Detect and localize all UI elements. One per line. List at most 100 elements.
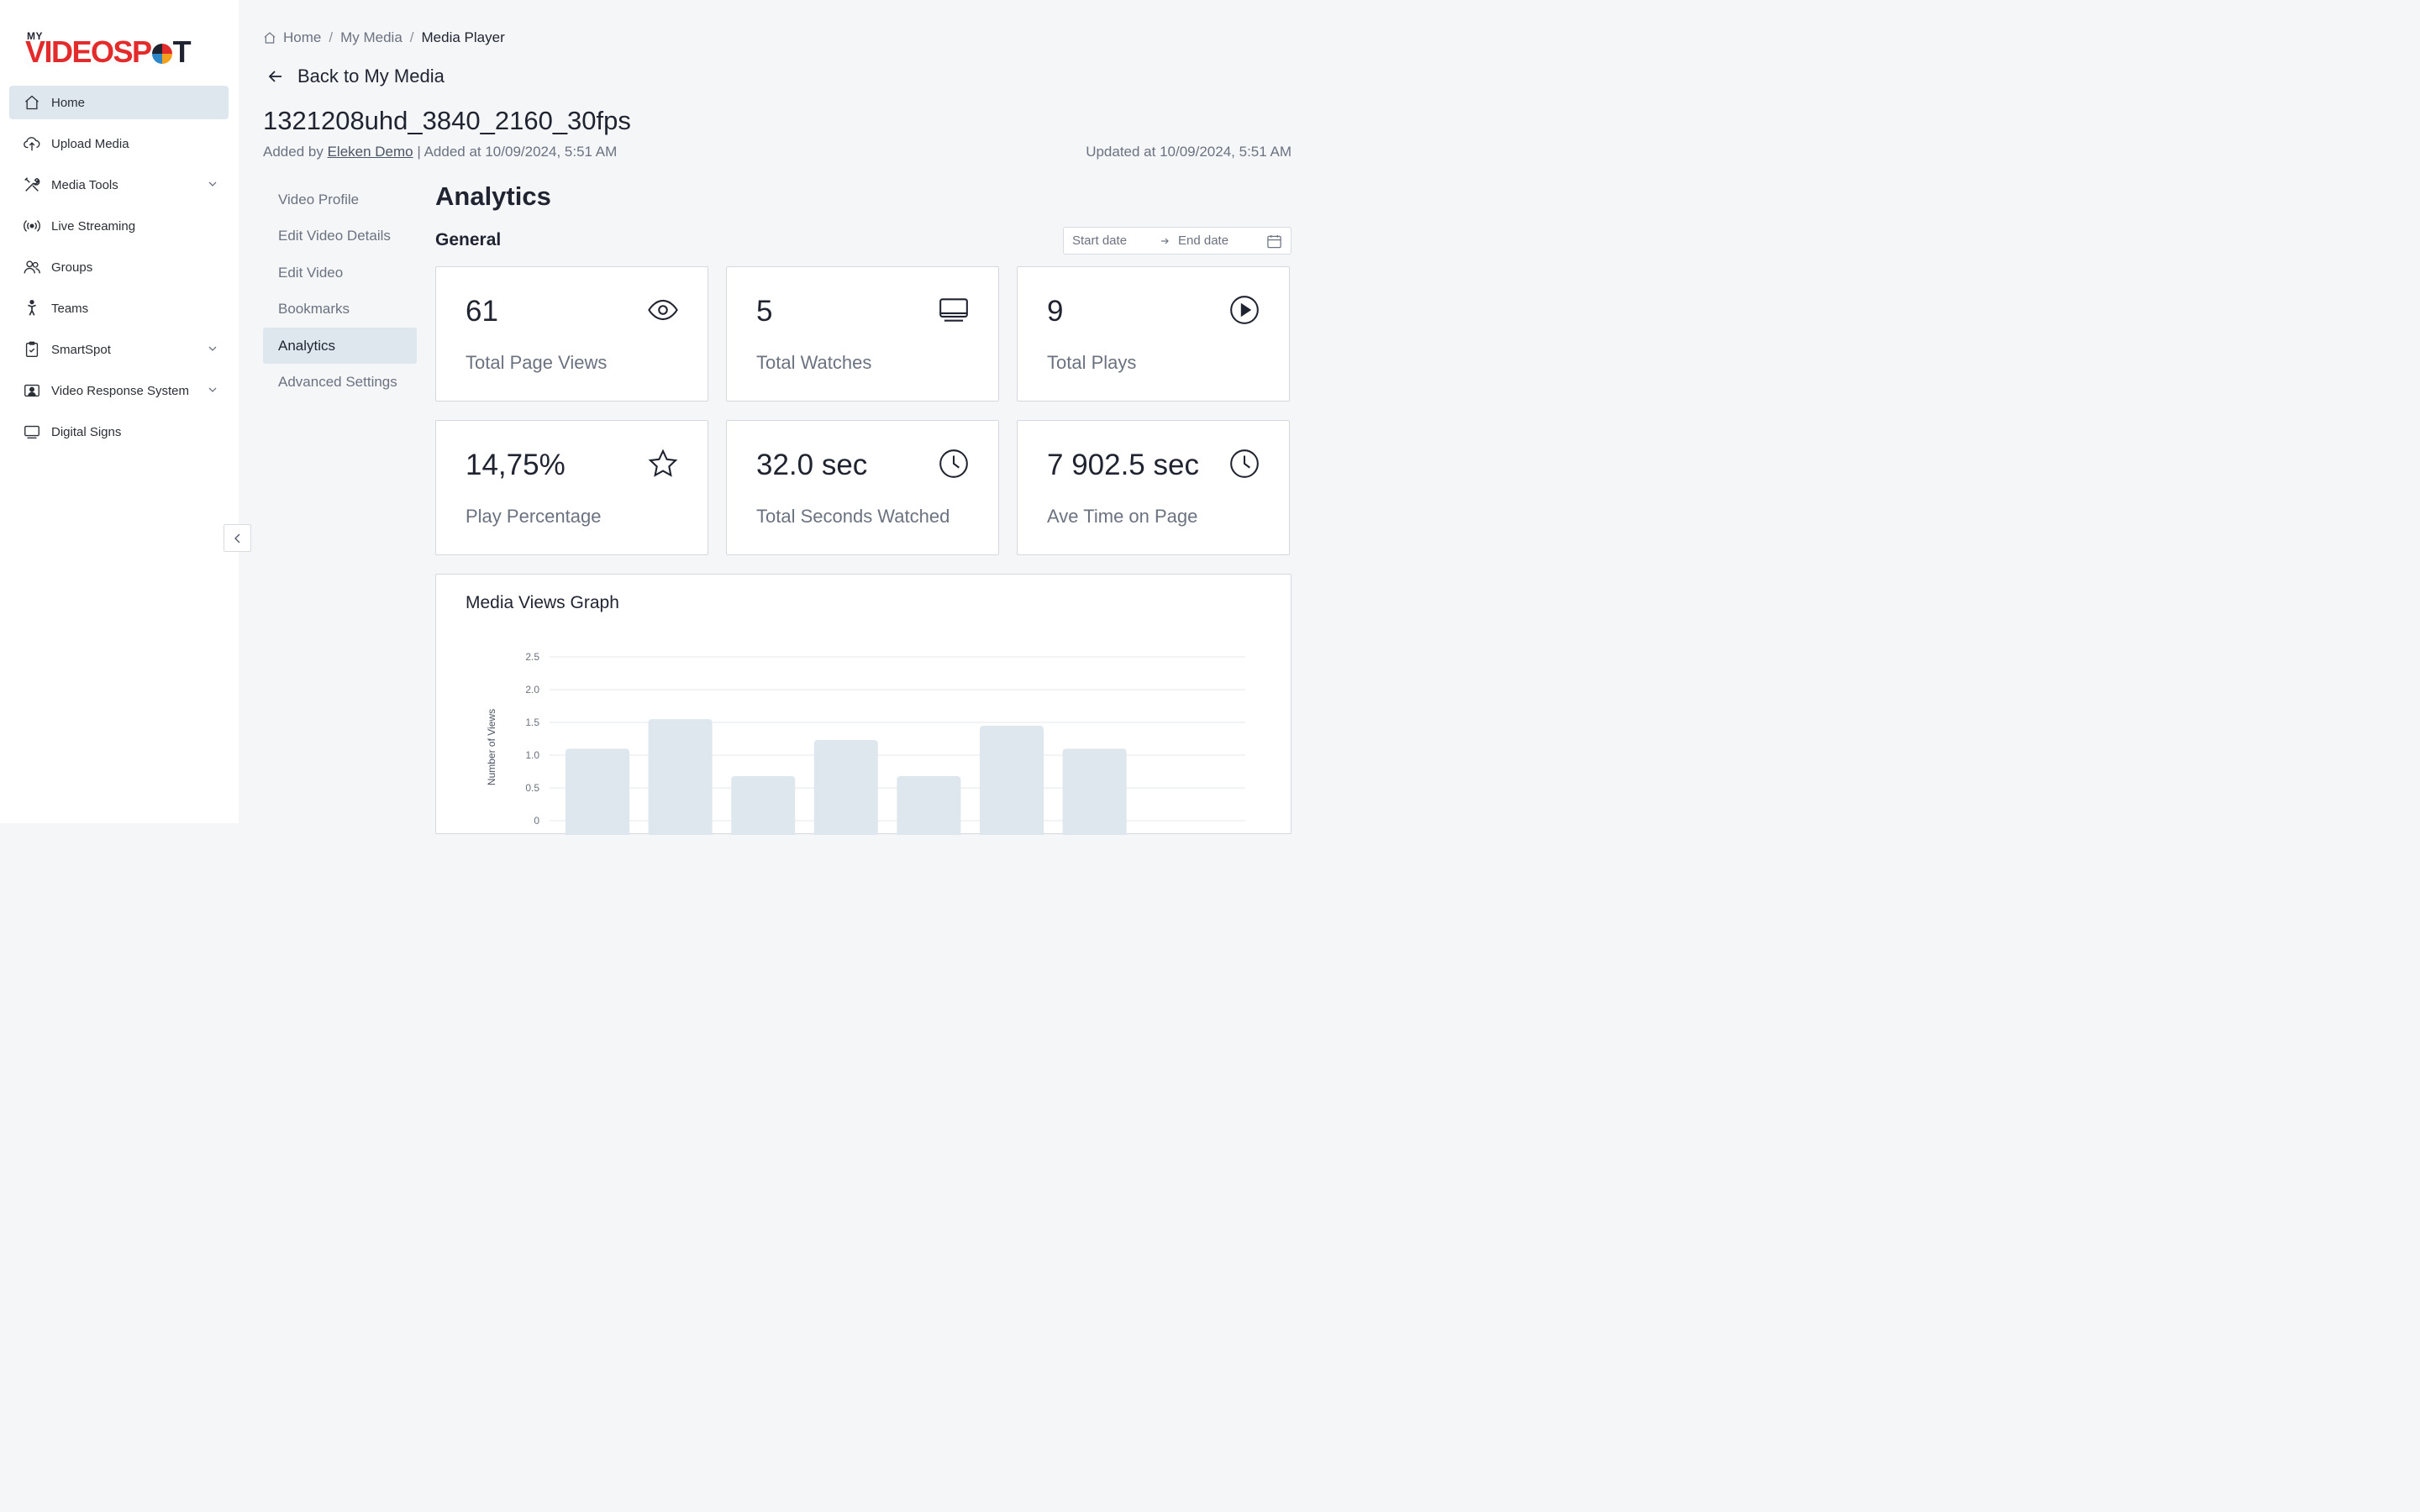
logo-text: VIDEOSP [25,34,152,69]
chart-bar[interactable] [566,748,629,835]
sidebar-item-label: SmartSpot [51,342,111,357]
back-to-my-media-link[interactable]: Back to My Media [267,64,445,89]
stat-label: Total Page Views [466,352,608,373]
chevron-down-icon [207,178,218,190]
breadcrumb-separator: / [409,29,414,45]
breadcrumb-separator: / [329,29,334,45]
tab-analytics[interactable]: Analytics [263,328,417,365]
page-title: 1321208uhd_3840_2160_30fps [263,106,631,135]
sidebar-item-label: Live Streaming [51,218,136,234]
play-circle-icon [1228,294,1260,326]
logo-text-end: T [172,34,192,69]
logo-globe-icon [151,44,172,64]
stat-label: Total Plays [1047,352,1137,373]
home-icon[interactable] [263,31,276,45]
arrow-left-icon [267,68,284,85]
y-axis-label: Number of Views [486,709,497,785]
chart-bar[interactable] [980,725,1044,835]
broadcast-icon [23,217,41,235]
monitor-icon [23,423,41,441]
stat-value: 61 [466,295,498,328]
tab-bookmarks[interactable]: Bookmarks [278,301,350,318]
sidebar-item-label: Groups [51,260,93,275]
sidebar-item-media-tools[interactable]: Media Tools [9,168,229,202]
stat-value: 7 902.5 sec [1047,449,1199,481]
sidebar-item-label: Video Response System [51,383,189,398]
media-views-graph-card: Media Views Graph 0 0.5 1.0 1.5 2.0 2.5 Number… [435,574,1292,835]
video-user-icon [23,381,41,400]
tab-edit-video[interactable]: Edit Video [278,264,344,281]
general-title: General [435,230,502,249]
chevron-down-icon [207,384,218,396]
sidebar-item-teams[interactable]: Teams [9,291,229,325]
chart-bar[interactable] [1062,748,1127,835]
author-link[interactable]: Eleken Demo [327,144,413,160]
calendar-icon[interactable] [1266,234,1282,253]
breadcrumb: Home / My Media / Media Player [263,29,505,47]
monitor-icon [938,294,970,326]
stat-card-play-percentage: 14,75% Play Percentage [435,420,708,555]
start-date-input[interactable]: Start date [1072,234,1128,248]
graph-title: Media Views Graph [466,593,619,612]
stat-label: Play Percentage [466,506,602,527]
sidebar-item-label: Media Tools [51,177,118,192]
tab-video-profile[interactable]: Video Profile [278,191,360,207]
eye-icon [647,294,679,326]
breadcrumb-current: Media Player [421,29,505,45]
chart-bar[interactable] [897,775,961,835]
clipboard-icon [23,340,41,359]
users-icon [23,258,41,276]
sidebar-item-upload-media[interactable]: Upload Media [9,127,229,160]
stat-value: 5 [756,295,773,328]
added-by-prefix: Added by [263,144,324,160]
sidebar-item-home[interactable]: Home [9,86,229,119]
chevron-down-icon [207,343,218,354]
sidebar-item-smartspot[interactable]: SmartSpot [9,333,229,366]
stat-value: 9 [1047,295,1064,328]
stat-card-seconds-watched: 32.0 sec Total Seconds Watched [726,420,999,555]
video-subnav: Video Profile Edit Video Details Edit Vi… [263,181,417,402]
app-logo[interactable]: MY VIDEOSP T [25,25,218,72]
sidebar-item-live-streaming[interactable]: Live Streaming [9,209,229,243]
arrow-right-icon [1155,236,1175,246]
y-tick-label: 2.0 [525,684,539,696]
sidebar-item-video-response-system[interactable]: Video Response System [9,374,229,407]
sidebar: MY VIDEOSP T Home Upload Media Media Tool… [0,0,239,823]
chart-bar[interactable] [731,775,796,835]
sidebar-item-label: Home [51,95,86,110]
person-icon [23,299,41,318]
stat-label: Total Seconds Watched [756,506,950,527]
updated-at: Updated at 10/09/2024, 5:51 AM [1086,144,1292,160]
tools-icon [23,176,41,194]
analytics-title: Analytics [435,181,551,211]
breadcrumb-home[interactable]: Home [283,29,322,45]
date-range-picker[interactable]: Start date End date [1063,227,1292,255]
y-tick-label: 1.5 [525,717,539,728]
chart-bar[interactable] [813,740,878,835]
stat-card-plays: 9 Total Plays [1017,266,1290,402]
end-date-input[interactable]: End date [1178,234,1229,248]
sidebar-item-digital-signs[interactable]: Digital Signs [9,415,229,449]
stat-label: Ave Time on Page [1047,506,1198,527]
logo-brand: VIDEOSP T [25,34,192,69]
video-meta: Added by Eleken Demo | Added at 10/09/20… [263,144,617,160]
stat-value: 14,75% [466,449,566,481]
clock-icon [1228,448,1260,480]
sidebar-item-label: Teams [51,301,89,316]
stat-value: 32.0 sec [756,449,868,481]
y-tick-label: 1.0 [525,749,539,761]
collapse-sidebar-button[interactable] [224,524,251,552]
stat-card-ave-time: 7 902.5 sec Ave Time on Page [1017,420,1290,555]
clock-icon [938,448,970,480]
chart-bar[interactable] [648,719,713,835]
cloud-upload-icon [23,134,41,153]
tab-advanced-settings[interactable]: Advanced Settings [278,374,397,391]
stat-label: Total Watches [756,352,872,373]
logo-my: MY [27,30,43,42]
chevron-left-icon [232,533,244,544]
breadcrumb-my-media[interactable]: My Media [340,29,402,45]
tab-edit-video-details[interactable]: Edit Video Details [278,228,391,244]
sidebar-item-label: Digital Signs [51,424,122,439]
y-tick-label: 2.5 [525,651,539,663]
sidebar-item-groups[interactable]: Groups [9,250,229,284]
